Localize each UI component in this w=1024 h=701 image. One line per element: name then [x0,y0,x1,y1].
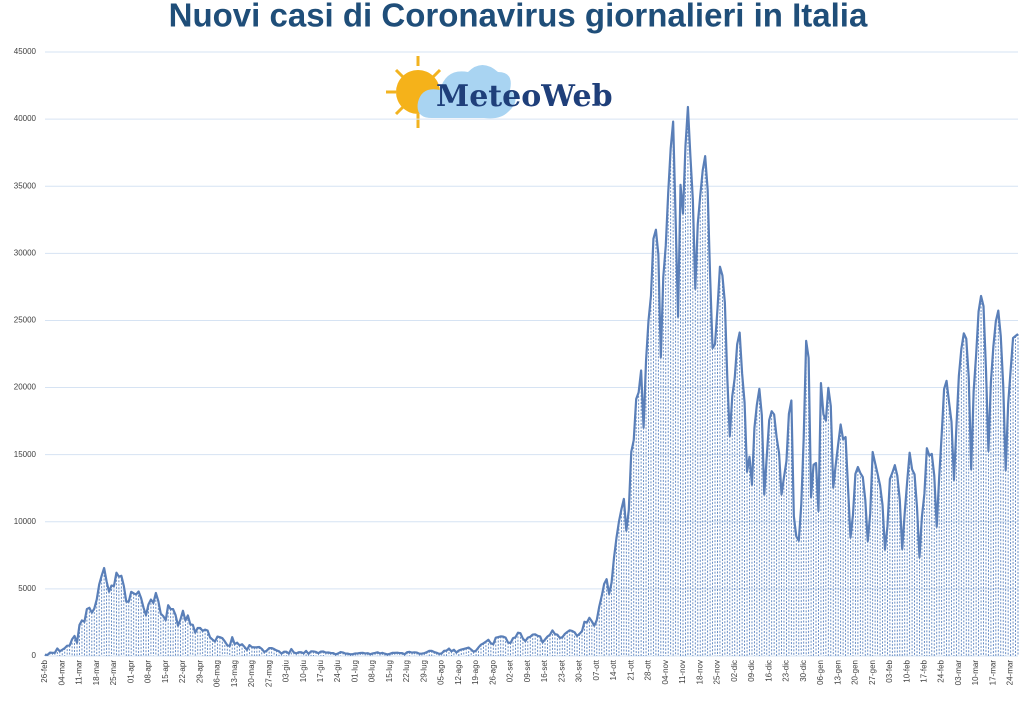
y-tick-label: 30000 [14,248,37,257]
x-tick-label: 26-feb [40,659,49,682]
x-tick-label: 24-feb [937,659,946,682]
y-tick-label: 20000 [14,383,37,392]
x-tick-label: 15-apr [161,660,170,683]
chart-title: Nuovi casi di Coronavirus giornalieri in… [169,0,868,34]
x-tick-label: 13-mag [230,660,239,687]
x-tick-label: 25-mar [109,660,118,686]
x-tick-label: 29-apr [195,660,204,683]
x-tick-label: 10-feb [902,659,911,682]
y-tick-label: 40000 [14,114,37,123]
x-tick-label: 04-mar [57,660,66,686]
y-tick-label: 5000 [18,584,36,593]
x-tick-label: 14-ott [609,659,618,680]
x-tick-label: 24-giu [333,660,342,682]
grid [45,51,1018,657]
x-tick-label: 07-ott [592,659,601,680]
x-tick-label: 22-apr [178,660,187,683]
logo: MeteoWeb [386,56,613,128]
x-tick-label: 21-ott [626,659,635,680]
x-tick-label: 17-mar [988,660,997,686]
x-tick-label: 16-set [540,659,549,682]
x-tick-label: 16-dic [764,660,773,682]
x-tick-label: 27-gen [868,660,877,685]
y-tick-label: 35000 [14,181,37,190]
x-tick-label: 20-gen [851,660,860,685]
x-tick-label: 17-feb [920,659,929,682]
y-tick-label: 0 [32,651,37,660]
x-tick-label: 06-gen [816,660,825,685]
x-tick-label: 01-lug [350,660,359,682]
x-tick-label: 02-set [506,659,515,682]
x-tick-label: 30-set [575,659,584,682]
x-tick-label: 09-set [523,659,532,682]
x-tick-label: 30-dic [799,660,808,682]
x-tick-label: 17-giu [316,660,325,682]
x-tick-label: 08-lug [368,660,377,682]
x-tick-label: 06-mag [213,660,222,687]
x-tick-label: 12-ago [454,659,463,684]
y-tick-label: 45000 [14,47,37,56]
area-fill [44,107,1019,656]
x-tick-label: 03-feb [885,659,894,682]
x-tick-label: 10-giu [299,660,308,682]
y-tick-label: 10000 [14,517,37,526]
x-tick-label: 23-dic [782,660,791,682]
x-tick-label: 19-ago [471,659,480,684]
x-tick-label: 11-mar [75,660,84,685]
x-tick-label: 13-gen [833,660,842,685]
x-tick-label: 04-nov [661,660,670,684]
x-tick-label: 20-mag [247,660,256,687]
y-tick-label: 25000 [14,316,37,325]
x-tick-label: 26-ago [488,659,497,684]
x-tick-label: 02-dic [730,660,739,682]
x-tick-label: 23-set [557,659,566,682]
x-tick-label: 24-mar [1006,660,1015,686]
x-tick-label: 08-apr [144,660,153,683]
x-tick-label: 05-ago [437,659,446,684]
x-tick-label: 18-mar [92,660,101,686]
x-tick-label: 03-mar [954,660,963,686]
logo-text: MeteoWeb [436,79,613,114]
x-tick-label: 10-mar [971,660,980,686]
x-tick-label: 18-nov [695,660,704,684]
x-tick-label: 27-mag [264,660,273,687]
x-tick-label: 03-giu [282,660,291,682]
x-tick-label: 11-nov [678,660,687,684]
x-tick-label: 29-lug [419,660,428,682]
data-line [44,105,1019,657]
x-tick-label: 28-ott [644,659,653,680]
x-tick-label: 15-lug [385,660,394,682]
x-tick-label: 25-nov [713,660,722,684]
x-tick-label: 01-apr [126,660,135,683]
x-tick-label: 09-dic [747,660,756,682]
y-tick-label: 15000 [14,450,37,459]
x-tick-label: 22-lug [402,660,411,682]
